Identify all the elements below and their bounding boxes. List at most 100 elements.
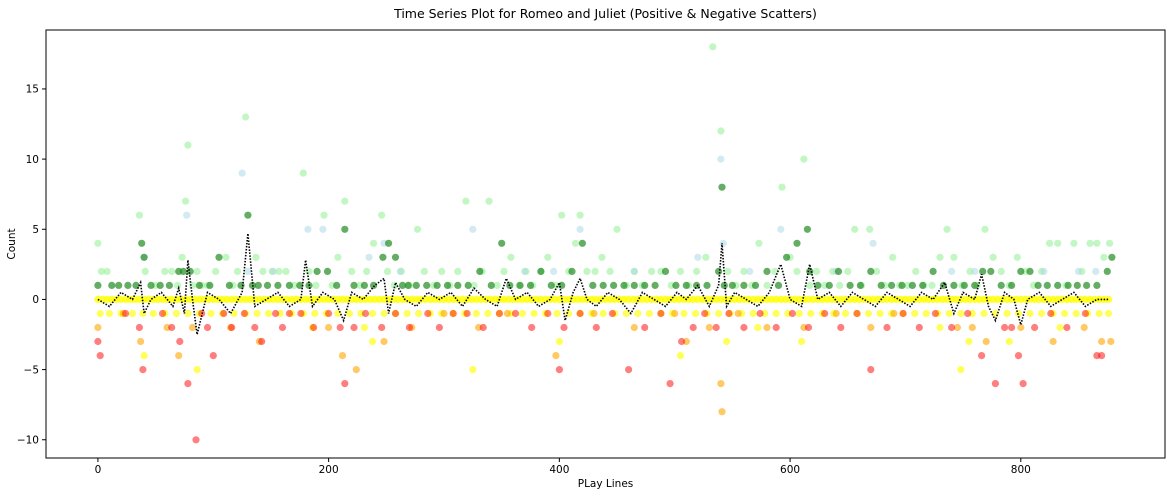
scatter-point-series-0 [184,141,192,149]
scatter-point-series-5 [821,309,829,318]
scatter-point-series-5 [122,309,130,318]
scatter-point-series-3 [980,309,988,318]
scatter-point-series-3 [105,309,113,318]
scatter-point-series-1 [630,267,638,275]
scatter-point-series-2 [610,281,618,289]
y-axis-label: Count [6,228,18,259]
scatter-point-series-2 [323,267,332,275]
scatter-point-series-2 [971,281,979,289]
scatter-point-series-1 [396,267,404,275]
scatter-point-series-3 [128,309,137,318]
scatter-point-series-5 [1063,323,1071,332]
scatter-point-series-2 [1064,281,1072,289]
scatter-point-series-3 [469,366,477,374]
scatter-point-series-5 [1031,323,1039,332]
scatter-point-series-3 [1026,309,1034,318]
y-tick-label: 10 [26,154,39,166]
scatter-point-series-3 [368,309,377,318]
scatter-point-series-0 [462,197,470,205]
scatter-point-series-2 [919,281,927,289]
scatter-point-series-5 [449,309,457,318]
scatter-point-series-2 [454,281,462,289]
scatter-point-series-0 [182,197,190,205]
scatter-point-series-3 [553,309,561,318]
scatter-point-series-2 [195,281,203,289]
scatter-point-series-2 [715,267,723,275]
scatter-point-series-4 [890,309,898,318]
scatter-point-series-5 [678,337,686,346]
scatter-point-series-0 [763,281,771,289]
scatter-point-series-4 [338,352,347,360]
scatter-point-series-5 [463,309,471,318]
scatter-point-series-5 [479,323,487,332]
scatter-point-series-0 [103,267,111,275]
scatter-point-series-2 [774,281,783,289]
scatter-point-series-2 [578,239,587,247]
scatter-point-series-3 [798,337,806,346]
scatter-point-series-1 [319,225,327,233]
scatter-point-series-0 [873,267,881,275]
scatter-point-series-0 [161,267,169,275]
scatter-point-series-3 [749,309,757,318]
scatter-point-series-5 [209,352,217,360]
scatter-point-series-3 [555,337,564,346]
scatter-point-series-4 [137,337,145,346]
scatter-point-series-0 [212,267,220,275]
x-tick-label: 0 [95,464,102,476]
x-tick-label: 600 [780,464,800,476]
scatter-point-series-5 [978,352,986,360]
scatter-point-series-3 [957,309,965,318]
scatter-point-series-5 [1008,323,1016,332]
scatter-point-series-0 [507,253,515,261]
scatter-point-series-2 [412,281,420,289]
scatter-point-series-1 [244,267,252,275]
scatter-point-series-3 [207,309,215,318]
scatter-point-series-3 [936,323,944,332]
scatter-point-series-3 [1056,323,1064,332]
scatter-point-series-4 [982,337,990,346]
scatter-point-series-0 [889,253,897,261]
scatter-point-series-0 [97,267,105,275]
scatter-point-series-0 [135,211,143,219]
scatter-point-series-5 [883,323,891,332]
scatter-point-series-1 [719,239,727,247]
scatter-point-series-0 [912,267,920,275]
scatter-point-series-2 [285,281,293,289]
scatter-point-series-5 [495,309,503,318]
scatter-point-series-1 [948,267,956,275]
scatter-point-series-5 [964,309,972,318]
scatter-point-series-3 [1003,309,1011,318]
scatter-point-series-5 [625,366,633,374]
scatter-point-series-5 [528,323,536,332]
scatter-point-series-0 [989,253,997,261]
scatter-point-series-0 [591,267,599,275]
scatter-point-series-1 [183,211,191,219]
zero-point [1104,295,1113,303]
scatter-point-series-2 [728,281,737,289]
scatter-point-series-2 [206,281,214,289]
scatter-point-series-1 [521,267,529,275]
scatter-point-series-1 [971,267,979,275]
scatter-point-series-0 [242,113,250,121]
scatter-point-series-2 [1054,281,1062,289]
scatter-point-series-0 [1100,253,1108,261]
scatter-point-series-3 [676,352,685,360]
scatter-point-series-0 [438,267,446,275]
scatter-point-series-0 [1093,239,1101,247]
x-axis: 0 200 400 600 800 [95,458,1031,476]
scatter-point-series-0 [413,225,422,233]
scatter-point-series-5 [641,323,649,332]
scatter-point-series-5 [788,309,797,318]
scatter-point-series-0 [598,253,606,261]
scatter-point-series-0 [420,267,428,275]
scatter-point-series-4 [352,366,360,374]
scatter-point-series-3 [253,309,261,318]
scatter-point-series-5 [555,366,564,374]
scatter-point-series-5 [184,380,192,388]
scatter-point-series-3 [599,309,607,318]
scatter-point-series-5 [176,337,184,346]
scatter-point-series-3 [1038,309,1046,318]
scatter-point-series-4 [380,337,388,346]
scatter-point-series-2 [1026,267,1034,275]
x-tick-label: 200 [319,464,339,476]
